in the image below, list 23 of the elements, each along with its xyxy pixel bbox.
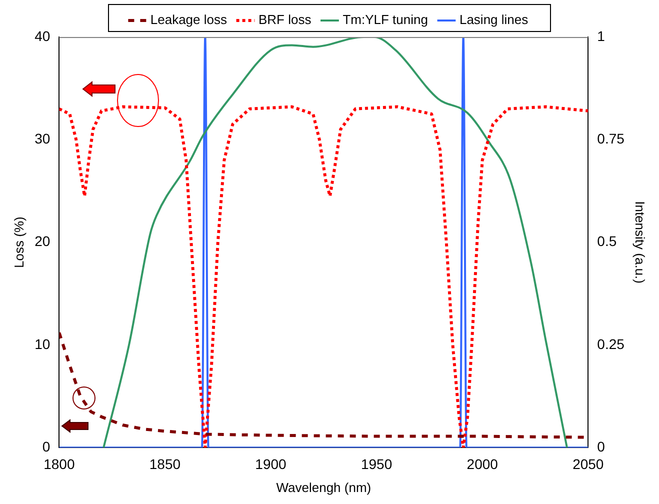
y-tick-label: 40: [34, 28, 50, 44]
y-tick-label: 20: [34, 233, 50, 250]
y2-tick-label: 0.5: [597, 233, 617, 250]
x-tick-label: 1850: [149, 456, 181, 472]
y2-tick-label: 0.25: [597, 336, 625, 352]
x-tick-label: 1900: [255, 456, 287, 472]
y2-tick-label: 1: [597, 28, 606, 44]
x-tick-label: 2000: [466, 456, 498, 472]
y-tick-label: 10: [34, 336, 50, 352]
y-tick-label: 30: [34, 130, 50, 147]
y2-tick-label: 0: [597, 438, 606, 454]
legend-label: Tm:YLF tuning: [342, 12, 428, 28]
legend-label: Leakage loss: [150, 12, 228, 28]
x-tick-label: 2050: [572, 456, 604, 472]
y2-axis-title: Intensity (a.u.): [632, 201, 648, 284]
x-tick-label: 1950: [360, 456, 392, 472]
y2-tick-label: 0.75: [597, 130, 625, 147]
y-axis-title: Loss (%): [11, 216, 26, 268]
legend-label: Lasing lines: [459, 12, 529, 28]
x-axis-title: Wavelengh (nm): [276, 480, 372, 495]
x-tick-label: 1800: [44, 456, 75, 472]
y-tick-label: 0: [42, 438, 50, 454]
legend-label: BRF loss: [258, 12, 312, 28]
